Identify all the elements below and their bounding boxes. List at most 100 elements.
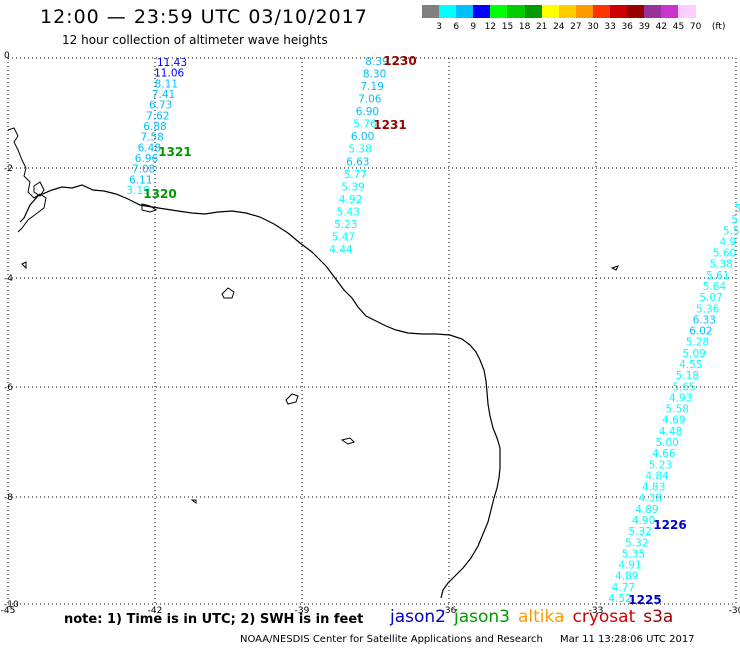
swh-value: 6.11 [129,174,152,186]
swh-value: 5.43 [337,206,360,218]
track-central: 8.398.307.197.066.905.766.005.386.635.77… [329,54,416,256]
legend-label: 39 [638,22,651,32]
lat-tick-label: -2 [4,164,13,174]
swh-value: 4.83 [642,482,665,494]
track-west: 11.4311.068.117.416.737.626.887.586.486.… [126,57,191,201]
lon-tick-label: -39 [295,606,310,616]
swh-value: 4.69 [662,415,685,427]
swh-value: 6.33 [693,314,716,326]
swh-value: 4.90 [632,515,655,527]
swh-value: 5.76 [353,119,377,131]
lat-tick-label: -10 [4,600,19,610]
swh-value: 5.35 [622,548,645,560]
satellite-cryosat: cryosat [572,607,636,627]
satellite-jason2: jason2 [390,607,446,627]
time-label: 1230 [383,54,416,68]
credit-text: NOAA/NESDIS Center for Satellite Applica… [240,634,543,645]
swh-value: 4.93 [669,392,692,404]
legend-swatch [439,5,457,18]
swh-value: 4.48 [659,426,682,438]
legend-label: 36 [621,22,633,32]
lat-tick-label: -8 [4,493,13,503]
swh-value: 5 [735,203,740,215]
swh-value: 5.39 [341,181,364,193]
satellite-legend: jason2 jason3 altika cryosat s3a [390,607,681,627]
legend-label: 18 [518,22,531,32]
swh-value: 5.07 [699,292,722,304]
brazil-coastline [19,184,501,599]
swh-value: 6.73 [149,100,172,112]
generated-date: Mar 11 13:28:06 UTC 2017 [560,634,695,645]
satellite-s3a: s3a [643,607,674,627]
page-subtitle: 12 hour collection of altimeter wave hei… [62,33,328,47]
swh-value: 5.28 [686,337,709,349]
legend-label: 70 [689,22,702,32]
legend-label: 30 [587,22,599,32]
swh-value: 4.84 [645,470,669,482]
legend-label: 3 [436,22,442,32]
legend-swatch [644,5,662,18]
swh-value: 8.11 [155,78,178,90]
swh-value: 5.60 [713,248,736,260]
island-2 [285,393,299,405]
swh-value: 5.00 [656,437,679,449]
island-4 [610,265,619,271]
legend-label: 15 [501,22,514,32]
swh-value: 4.38 [639,493,662,505]
swh-value: 6.63 [346,156,369,168]
swh-value: 6.90 [356,106,379,118]
swh-value: 6.48 [138,142,161,154]
time-label: 1225 [628,593,661,607]
axis-labels: -45 -42 -39 -36 -33 -30 0 -2 -4 -6 -8 -10 [1,51,740,616]
west-coast-islands [7,127,158,233]
swh-value: 5.47 [332,231,355,243]
swh-value: 4.89 [615,571,638,583]
legend-swatch [507,5,525,18]
footer-credit: NOAA/NESDIS Center for Satellite Applica… [240,634,695,645]
lon-tick-label: -45 [1,606,16,616]
lat-tick-label: -4 [4,274,13,284]
lon-tick-label: -33 [589,606,604,616]
swh-value: 3.19 [126,185,149,197]
swh-value: 5.38 [709,259,732,271]
swh-value: 5.38 [349,144,372,156]
swh-value: 7.62 [146,110,169,122]
lon-tick-label: -36 [442,606,457,616]
swh-value: 5.58 [666,404,689,416]
legend-label: 33 [604,22,616,32]
swh-value: 7.41 [152,89,175,101]
swh-value: 11.06 [154,68,184,80]
swh-value: 6.96 [135,153,159,165]
legend-swatch [422,5,440,18]
swh-value: 5.65 [672,381,695,393]
swh-value: 4.52 [608,593,631,605]
swh-value: 5.36 [696,303,720,315]
swh-value: 5.32 [629,526,652,538]
swh-value: 5.32 [625,537,648,549]
legend-label: 9 [470,22,477,32]
swh-value: 4.9 [720,236,737,248]
time-label: 1231 [373,118,406,132]
swh-value: 5.77 [344,169,367,181]
swh-value: 4.77 [612,582,635,594]
swh-value: 4.66 [652,448,676,460]
time-label: 1320 [143,187,176,201]
time-label: 1226 [653,518,686,532]
lat-tick-label: 0 [4,51,10,61]
legend-label: 6 [453,22,460,32]
swh-value: 5.23 [649,459,672,471]
swh-value: 4.92 [339,194,362,206]
legend-swatch [661,5,679,18]
swh-value: 5.18 [676,370,699,382]
swh-value: 5.64 [703,281,727,293]
legend-swatch [558,5,576,18]
satellite-jason3: jason3 [454,607,510,627]
swh-value: 6.02 [689,326,712,338]
legend-label: 24 [553,22,565,32]
swh-value: 6.88 [143,121,166,133]
legend-label: (ft) [711,22,726,32]
legend-label: 21 [535,22,548,32]
altimeter-tracks: 11.4311.068.117.416.737.626.887.586.486.… [126,54,740,607]
legend-label: 42 [655,22,668,32]
